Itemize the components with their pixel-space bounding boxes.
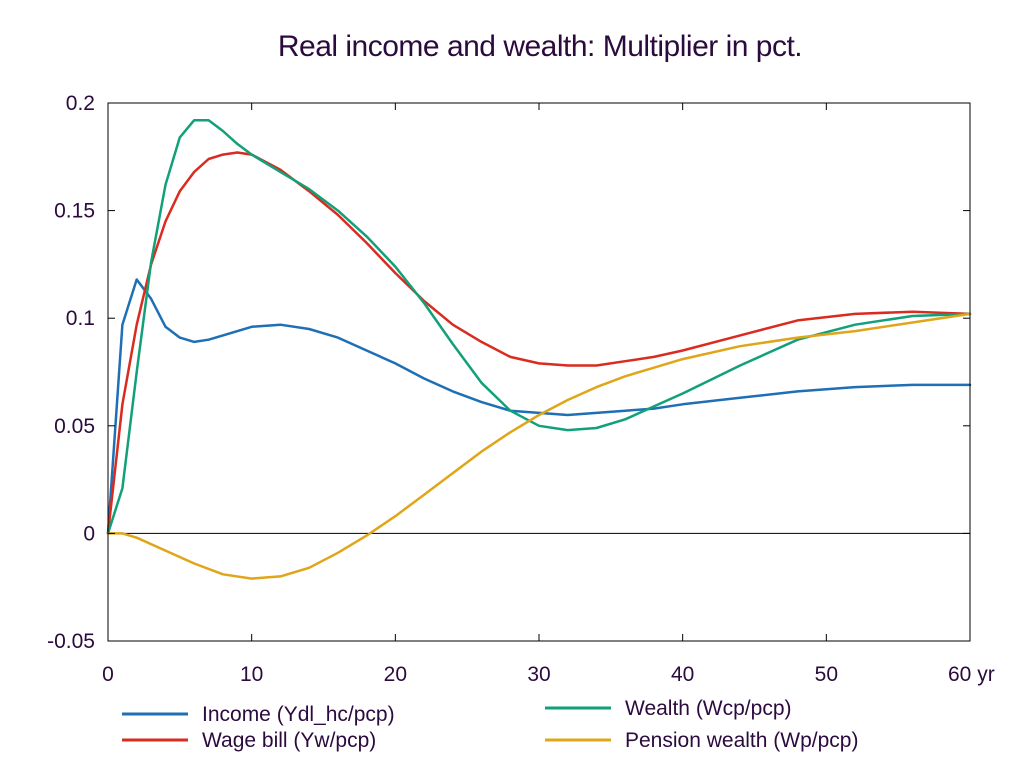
legend: Income (Ydl_hc/pcp) Wage bill (Yw/pcp) Wea… [122,697,858,752]
axis-layer: -0.05 0 0.05 0.1 0.15 0.2 0 10 20 30 40 50 60 yr [47,92,995,686]
y-tick-label: -0.05 [47,630,95,653]
series-layer [106,118,972,580]
legend-label-1: Income (Ydl_hc/pcp) [202,703,395,726]
legend-label-2: Wage bill (Yw/pcp) [202,729,376,752]
y-tick-label: 0 [83,522,95,545]
y-tick-label: 0.2 [66,92,95,115]
series-line-3 [106,118,972,535]
chart-title: Real income and wealth: Multiplier in pc… [277,30,803,63]
x-tick-label: 10 [240,663,263,686]
series-line-1 [106,278,972,535]
x-tick-label: 60 yr [948,663,995,686]
series-line-4 [106,312,972,580]
x-tick-label: 30 [527,663,550,686]
y-tick-label: 0.1 [66,307,95,330]
y-tick-label: 0.15 [54,200,95,223]
x-tick-label: 20 [384,663,407,686]
plot-frame [107,102,971,642]
legend-label-4: Pension wealth (Wp/pcp) [625,729,858,752]
y-tick-label: 0.05 [54,415,95,438]
x-tick-label: 0 [102,663,114,686]
legend-label-3: Wealth (Wcp/pcp) [625,697,792,720]
x-tick-label: 50 [815,663,838,686]
series-line-2 [106,151,972,535]
x-tick-label: 40 [671,663,694,686]
